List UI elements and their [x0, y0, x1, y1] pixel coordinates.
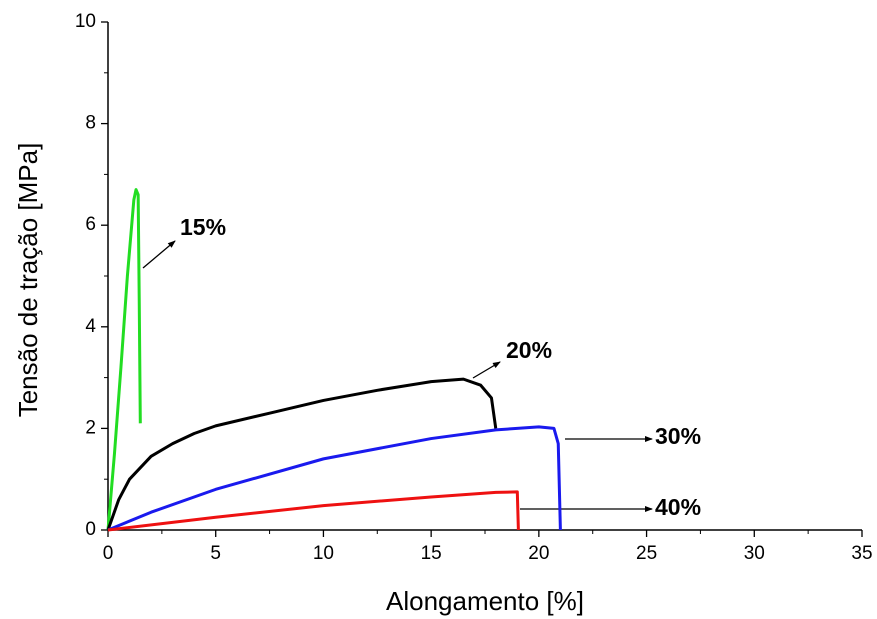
- x-tick-label: 10: [313, 543, 334, 564]
- y-tick-label: 2: [85, 417, 96, 438]
- series-label: 20%: [506, 337, 552, 363]
- y-tick-label: 4: [85, 316, 96, 337]
- x-tick-label: 35: [851, 543, 872, 564]
- y-tick-label: 0: [85, 519, 96, 540]
- x-tick-label: 20: [528, 543, 549, 564]
- x-tick-label: 5: [210, 543, 221, 564]
- y-axis-title: Tensão de tração [MPa]: [13, 143, 43, 418]
- arrow: [472, 361, 501, 379]
- x-tick-label: 25: [636, 543, 657, 564]
- x-axis-title: Alongamento [%]: [386, 586, 584, 616]
- y-tick-label: 8: [85, 113, 96, 134]
- arrow: [142, 240, 176, 269]
- series-label: 30%: [655, 423, 701, 449]
- series-label: 15%: [180, 214, 226, 240]
- series-label: 40%: [655, 494, 701, 520]
- series-line: [107, 425, 562, 532]
- series-line: [107, 490, 520, 532]
- y-tick-label: 6: [85, 214, 96, 235]
- series-line: [106, 377, 498, 531]
- series-line: [106, 188, 142, 531]
- y-tick-label: 10: [75, 11, 96, 32]
- x-tick-label: 0: [103, 543, 114, 564]
- x-tick-label: 15: [421, 543, 442, 564]
- x-tick-label: 30: [744, 543, 765, 564]
